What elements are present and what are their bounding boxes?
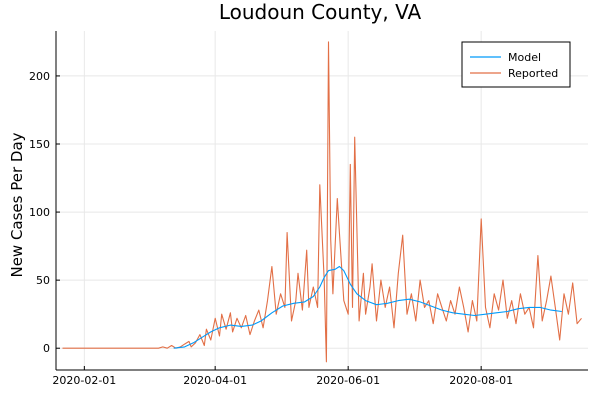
axes <box>55 31 588 371</box>
series-line-model <box>173 265 562 349</box>
series-line-reported <box>62 41 582 363</box>
x-tick-label: 2020-06-01 <box>316 374 380 387</box>
legend-box <box>461 41 571 88</box>
x-tick-label: 2020-04-01 <box>183 374 247 387</box>
y-tick-label: 200 <box>29 70 50 83</box>
chart-title: Loudoun County, VA <box>219 0 422 24</box>
series <box>62 41 582 363</box>
y-tick-label: 0 <box>43 342 50 355</box>
tick-labels: 0 50 100 150 200 2020-02-01 2020-04-01 2020-06-… <box>29 70 513 387</box>
x-tick-label: 2020-08-01 <box>449 374 513 387</box>
legend: Model Reported <box>461 41 571 88</box>
y-tick-label: 100 <box>29 206 50 219</box>
y-axis-label: New Cases Per Day <box>8 132 26 277</box>
grid <box>56 31 588 370</box>
legend-label-reported: Reported <box>508 67 558 80</box>
x-tick-label: 2020-02-01 <box>52 374 116 387</box>
legend-label-model: Model <box>508 51 541 64</box>
y-tick-label: 150 <box>29 138 50 151</box>
y-tick-label: 50 <box>36 274 50 287</box>
